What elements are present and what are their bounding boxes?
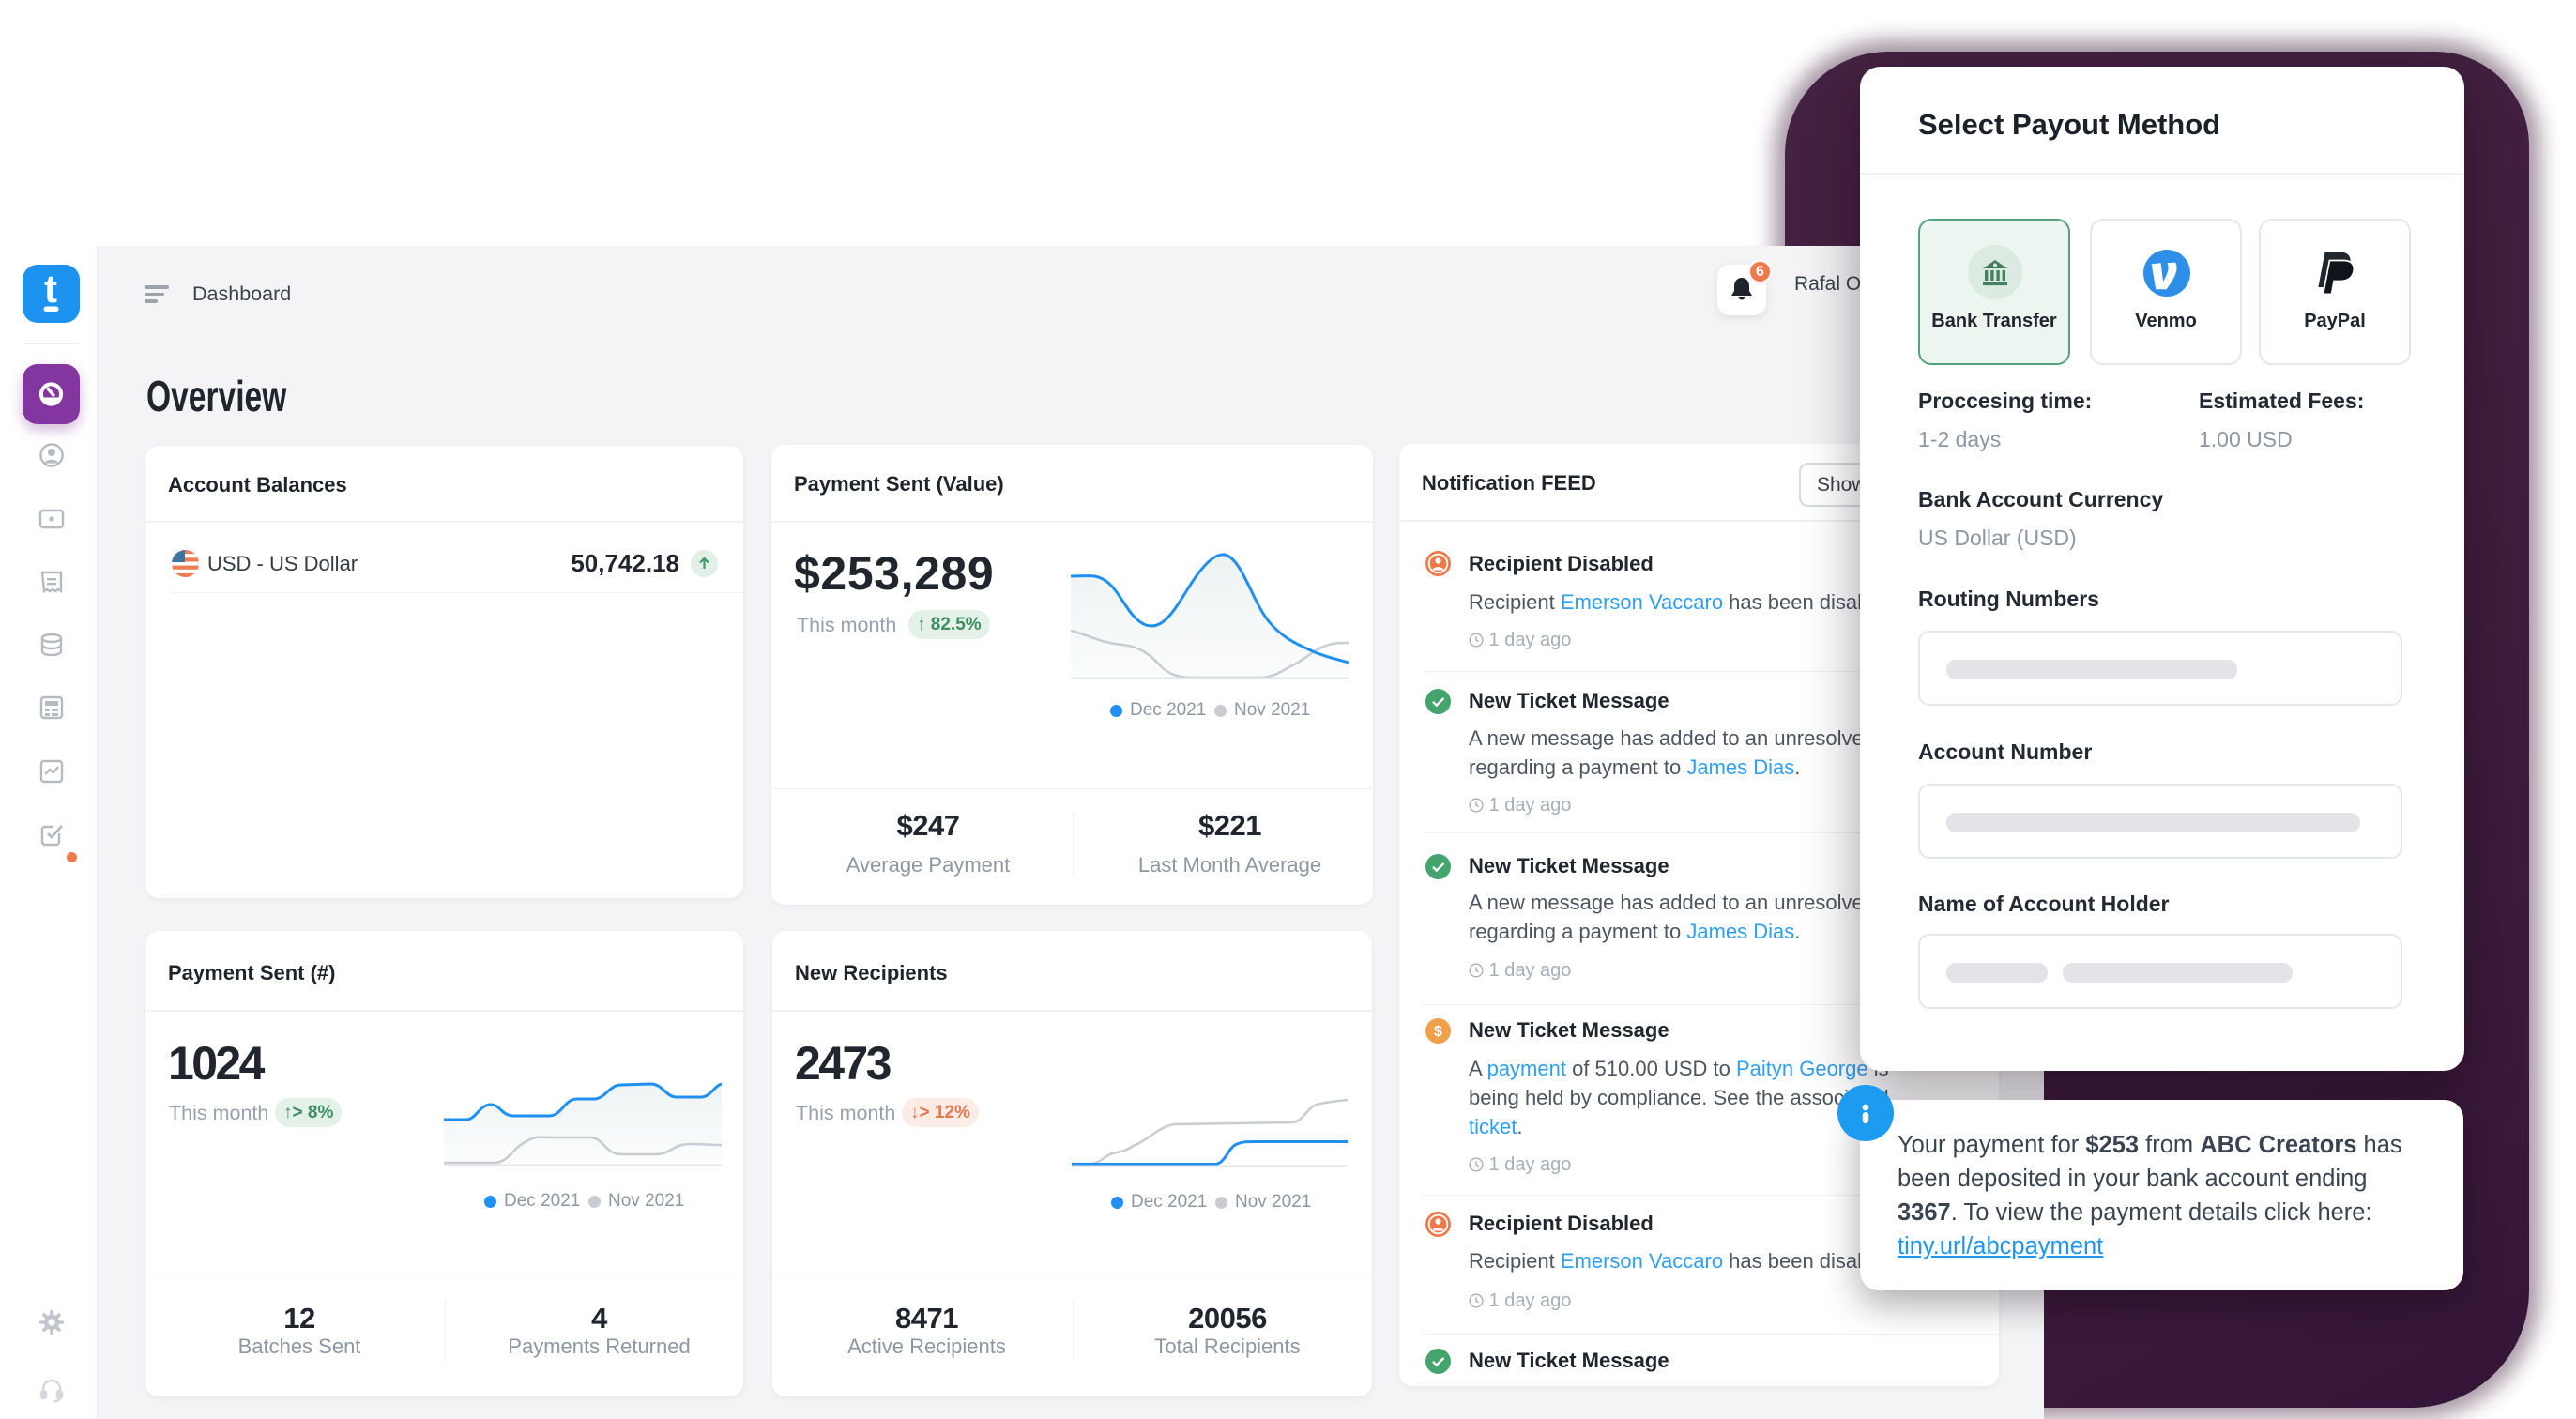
svg-text:$: $	[1434, 1024, 1442, 1040]
svg-text:t: t	[44, 267, 57, 311]
